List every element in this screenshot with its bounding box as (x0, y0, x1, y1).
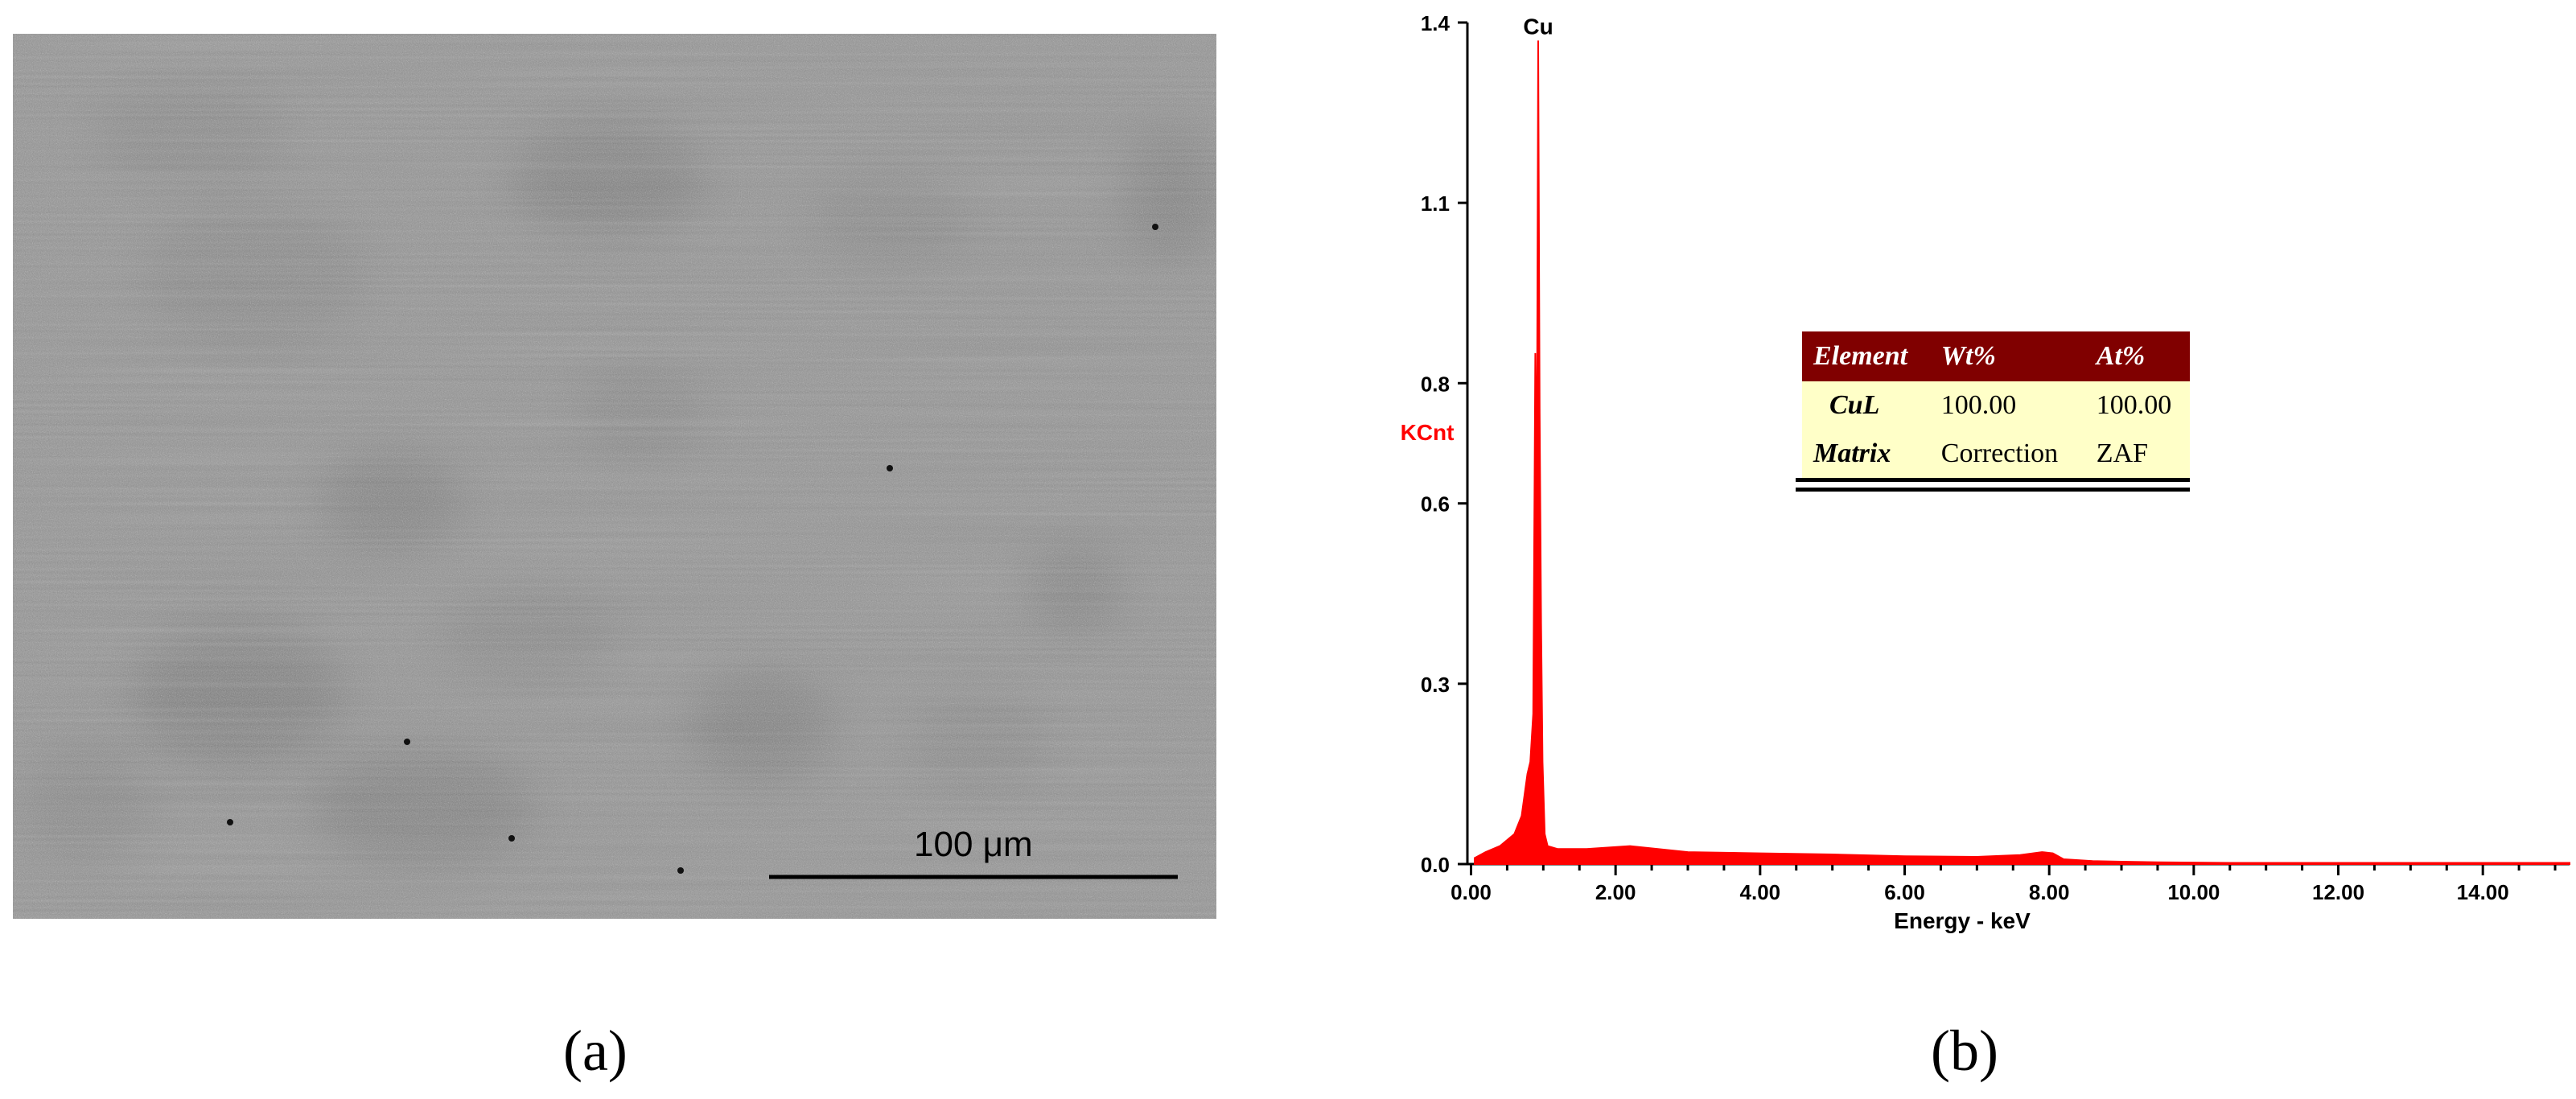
sem-speck (508, 835, 515, 842)
sem-speck (887, 465, 893, 471)
composition-table: Element Wt% At% CuL 100.00 100.00 Matrix… (1802, 331, 2190, 478)
x-tick-label: 8.00 (2029, 880, 2070, 904)
sem-speck (227, 819, 233, 825)
x-tick-label: 4.00 (1740, 880, 1781, 904)
table-cell: 100.00 (2084, 381, 2190, 430)
table-cell: ZAF (2084, 430, 2190, 478)
panel-a-label-text: (a) (563, 1019, 628, 1083)
table-row: CuL 100.00 100.00 (1802, 381, 2190, 430)
edx-chart: 0.0 0.3 0.6 0.8 1.1 1.4 0.00 2.00 4.00 6.00 8.00 10… (1401, 11, 2570, 933)
y-tick-label: 0.3 (1421, 673, 1450, 697)
x-tick-label: 2.00 (1595, 880, 1636, 904)
y-tick-label: 1.1 (1421, 191, 1450, 216)
table-cell: Correction (1929, 430, 2085, 478)
table-cell: 100.00 (1929, 381, 2085, 430)
x-tick-label: 10.00 (2167, 880, 2220, 904)
scale-bar-label: 100 μm (914, 825, 1033, 864)
table-header-wt: Wt% (1929, 331, 2085, 381)
y-tick-label: 0.6 (1421, 492, 1450, 517)
x-tick-label: 14.00 (2457, 880, 2509, 904)
table-header-element: Element (1802, 331, 1930, 381)
sem-micrograph: 100 μm (13, 34, 1216, 919)
table-rule-bottom (1796, 488, 2190, 492)
sem-speck (677, 867, 684, 874)
sem-speck (1152, 224, 1158, 230)
table-row: Matrix Correction ZAF (1802, 430, 2190, 478)
table-cell: Matrix (1802, 430, 1930, 478)
table-header-at: At% (2084, 331, 2190, 381)
y-tick-label: 0.0 (1421, 853, 1450, 877)
table-header-row: Element Wt% At% (1802, 331, 2190, 381)
x-tick-label: 12.00 (2312, 880, 2364, 904)
sem-image: 100 μm (13, 34, 1216, 919)
x-tick-label: 6.00 (1884, 880, 1925, 904)
peak-annotation: Cu (1523, 14, 1553, 39)
spectrum-series (1473, 40, 2570, 865)
panel-a-label: (a) (563, 1022, 628, 1080)
y-tick-label: 1.4 (1421, 11, 1451, 35)
table-rule-top (1796, 478, 2190, 482)
x-axis-label: Energy - keV (1894, 908, 2031, 933)
edx-spectrum-panel: 0.0 0.3 0.6 0.8 1.1 1.4 0.00 2.00 4.00 6.00 8.00 10… (1368, 0, 2576, 990)
sem-speck (404, 739, 410, 745)
panel-b-label: (b) (1931, 1022, 1998, 1080)
table-cell: CuL (1802, 381, 1930, 430)
y-tick-label: 0.8 (1421, 372, 1450, 396)
panel-b-label-text: (b) (1931, 1019, 1998, 1083)
y-axis-label: KCnt (1401, 420, 1455, 445)
x-tick-label: 0.00 (1451, 880, 1492, 904)
